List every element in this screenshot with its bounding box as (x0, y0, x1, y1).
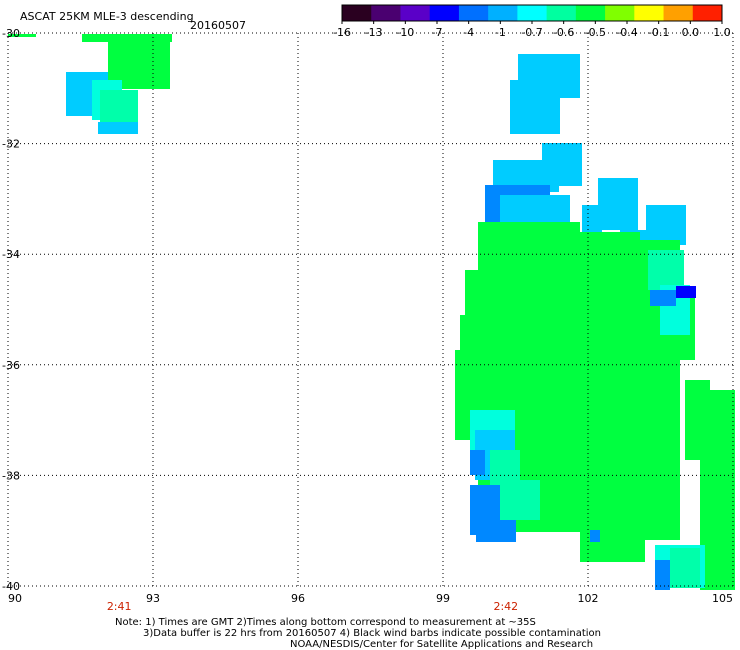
map-date: 20160507 (190, 19, 246, 32)
colorbar-swatch (400, 5, 431, 21)
note-line-1: Note: 1) Times are GMT 2)Times along bot… (115, 617, 536, 628)
swath-cell (460, 315, 470, 355)
colorbar-label: 1.0 (713, 26, 731, 39)
lon-tick-label: 93 (146, 592, 160, 605)
colorbar-swatch (458, 5, 489, 21)
swath-cell (590, 530, 600, 542)
lon-tick-label: 96 (291, 592, 305, 605)
lat-tick-label: -30 (2, 27, 20, 40)
swath-cell (700, 390, 735, 590)
swath-cell (8, 34, 36, 37)
swath-cell (98, 122, 138, 134)
colorbar-swatch (342, 5, 372, 21)
longitude-labels: 90 93 96 99 102 105 (8, 592, 733, 605)
colorbar (341, 4, 723, 22)
swath-cell (500, 480, 540, 520)
colorbar-swatch (663, 5, 694, 21)
colorbar-label: -7 (432, 26, 443, 39)
colorbar-labels: -16 -13 -10 -7 -4 -1 -0.7 -0.6 -0.5 -0.4 -0.1 0.0 1.… (333, 21, 731, 39)
colorbar-label: -0.6 (553, 26, 574, 39)
colorbar-swatch (429, 5, 460, 21)
note-line-2: 3)Data buffer is 22 hrs from 20160507 4)… (143, 628, 601, 639)
colorbar-label: -13 (365, 26, 383, 39)
colorbar-label: -0.5 (585, 26, 606, 39)
colorbar-label: 0.0 (682, 26, 700, 39)
lon-tick-label: 105 (712, 592, 733, 605)
swath-cell (600, 540, 645, 562)
lat-tick-label: -40 (2, 580, 20, 593)
lat-tick-label: -34 (2, 248, 20, 261)
colorbar-swatch (517, 5, 548, 21)
swath-cell (655, 560, 670, 590)
swath-cell (598, 178, 638, 230)
note-line-3: NOAA/NESDIS/Center for Satellite Applica… (290, 639, 593, 650)
colorbar-swatch (546, 5, 577, 21)
lat-tick-label: -38 (2, 469, 20, 482)
swath-cell (676, 286, 696, 298)
lon-tick-label: 99 (436, 592, 450, 605)
lon-tick-label: 90 (8, 592, 22, 605)
lon-tick-label: 102 (578, 592, 599, 605)
swath-cell (582, 205, 602, 235)
lat-tick-label: -32 (2, 138, 20, 151)
colorbar-swatch (692, 5, 723, 21)
lat-lon-grid (7, 32, 734, 587)
colorbar-swatch (371, 5, 401, 21)
swath-cell (510, 80, 560, 134)
colorbar-label: -0.4 (616, 26, 637, 39)
time-label: 2:42 (493, 600, 518, 613)
latitude-labels: -30 -32 -34 -36 -38 -40 (2, 27, 20, 593)
colorbar-swatch (605, 5, 635, 21)
time-label: 2:41 (107, 600, 132, 613)
swath-cell (670, 548, 700, 588)
map-title: ASCAT 25KM MLE-3 descending (20, 10, 194, 23)
swath-cell (108, 34, 170, 89)
swath-cell (648, 250, 684, 290)
wind-swath (8, 34, 735, 590)
swath-cell (470, 450, 485, 475)
swath-cell (580, 232, 640, 562)
time-labels: 2:41 2:42 (107, 600, 518, 613)
lat-tick-label: -36 (2, 359, 20, 372)
colorbar-label: -0.1 (648, 26, 669, 39)
colorbar-swatch (488, 5, 518, 21)
swath-cell (650, 290, 676, 306)
colorbar-label: -10 (396, 26, 414, 39)
swath-cell (100, 90, 138, 124)
colorbar-swatch (634, 5, 665, 21)
colorbar-label: -16 (333, 26, 351, 39)
colorbar-swatch (575, 5, 606, 21)
